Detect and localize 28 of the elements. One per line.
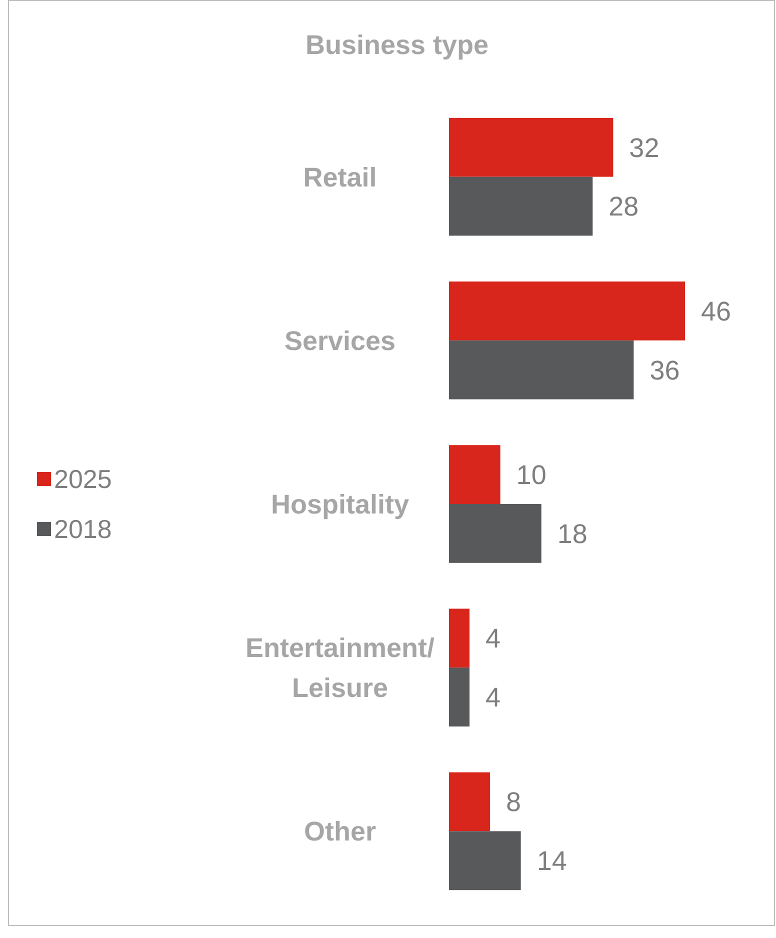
data-label: 18 xyxy=(557,518,588,549)
bar xyxy=(449,608,470,668)
y-tick-label: Retail xyxy=(303,162,377,192)
y-tick-label: Other xyxy=(304,816,376,847)
bar xyxy=(449,282,685,340)
data-label: 36 xyxy=(650,355,680,386)
chart-title: Business type xyxy=(305,30,489,60)
data-label: 14 xyxy=(536,846,567,876)
data-label: 10 xyxy=(516,460,546,490)
data-label: 46 xyxy=(701,296,732,326)
data-label: 8 xyxy=(506,787,522,818)
bar xyxy=(449,445,500,504)
bar xyxy=(449,118,614,177)
data-label: 4 xyxy=(486,682,501,712)
y-tick-label: Hospitality xyxy=(270,489,410,520)
y-tick-label: Services xyxy=(284,326,396,356)
legend-label: 2018 xyxy=(54,514,112,544)
data-label: 32 xyxy=(629,132,660,163)
bar xyxy=(449,176,593,236)
bar xyxy=(449,340,634,400)
bar xyxy=(449,504,542,563)
data-label: 4 xyxy=(486,624,501,654)
bar xyxy=(449,831,521,890)
bar xyxy=(449,772,490,832)
bar xyxy=(449,668,470,726)
y-tick-label: Entertainment/ Leisure xyxy=(245,633,436,704)
data-label: 28 xyxy=(608,192,639,222)
legend-label: 2025 xyxy=(54,464,112,494)
